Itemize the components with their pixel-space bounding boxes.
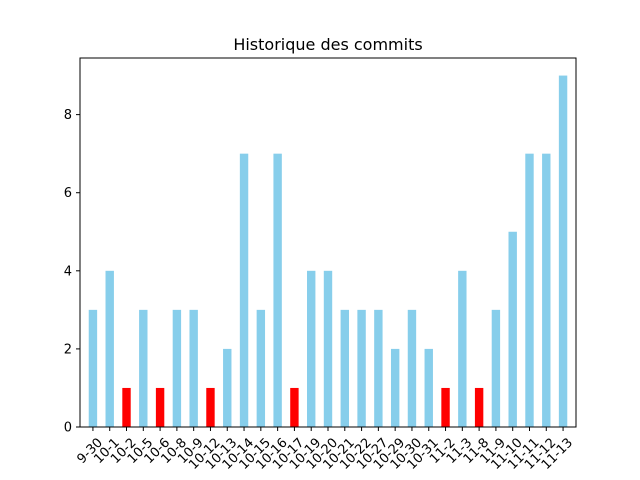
- y-tick-label-4: 4: [64, 264, 72, 279]
- y-tick-label-6: 6: [64, 186, 72, 201]
- bar-10-17: [290, 387, 299, 427]
- bar-11-9: [491, 309, 501, 427]
- bar-10-21: [340, 309, 349, 427]
- bar-10-27: [374, 309, 383, 427]
- bar-10-16: [273, 153, 282, 428]
- y-tick-label-2: 2: [64, 342, 72, 357]
- bar-10-20: [323, 270, 333, 427]
- bar-10-12: [206, 387, 215, 427]
- bar-10-8: [172, 309, 182, 427]
- bar-10-15: [256, 309, 266, 427]
- bar-10-13: [223, 348, 232, 427]
- bar-11-3: [458, 270, 467, 427]
- bar-11-10: [508, 231, 517, 427]
- y-tick-label-8: 8: [64, 108, 72, 123]
- bar-11-12: [542, 153, 551, 428]
- chart-title: Historique des commits: [233, 35, 422, 54]
- bar-11-13: [558, 75, 568, 427]
- bar-10-31: [424, 348, 433, 427]
- bar-10-29: [390, 348, 400, 427]
- bar-10-6: [155, 387, 165, 427]
- bars-layer: [88, 75, 568, 428]
- bar-10-2: [122, 387, 131, 427]
- bar-10-22: [357, 309, 366, 427]
- bar-10-30: [407, 309, 417, 427]
- bar-10-9: [189, 309, 198, 427]
- bar-11-11: [525, 153, 534, 428]
- bar-9-30: [88, 309, 98, 427]
- bar-10-14: [239, 153, 249, 428]
- bar-11-2: [441, 387, 450, 427]
- bar-10-19: [307, 270, 316, 427]
- y-tick-label-0: 0: [64, 421, 72, 436]
- bar-10-1: [105, 270, 114, 427]
- bar-10-5: [139, 309, 148, 427]
- bar-11-8: [474, 387, 484, 427]
